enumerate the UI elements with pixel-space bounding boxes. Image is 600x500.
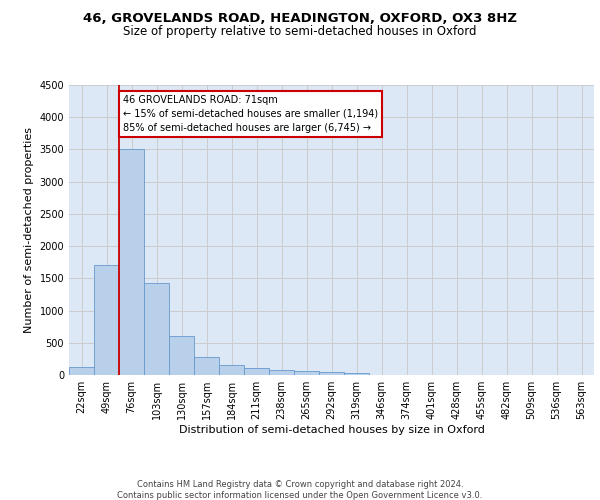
Text: Size of property relative to semi-detached houses in Oxford: Size of property relative to semi-detach…: [123, 25, 477, 38]
Bar: [219, 366, 244, 375]
Bar: [244, 368, 269, 375]
Text: 46 GROVELANDS ROAD: 71sqm
← 15% of semi-detached houses are smaller (1,194)
85% : 46 GROVELANDS ROAD: 71sqm ← 15% of semi-…: [123, 94, 378, 132]
Bar: [269, 370, 294, 375]
Bar: [319, 372, 344, 375]
Bar: [94, 266, 119, 375]
Bar: [194, 357, 219, 375]
Bar: [169, 336, 194, 375]
Bar: [144, 283, 169, 375]
Bar: [344, 373, 369, 375]
Text: Contains HM Land Registry data © Crown copyright and database right 2024.
Contai: Contains HM Land Registry data © Crown c…: [118, 480, 482, 500]
Bar: [294, 372, 319, 375]
Bar: [69, 368, 94, 375]
Y-axis label: Number of semi-detached properties: Number of semi-detached properties: [24, 127, 34, 333]
Bar: [119, 150, 144, 375]
X-axis label: Distribution of semi-detached houses by size in Oxford: Distribution of semi-detached houses by …: [179, 425, 484, 435]
Text: 46, GROVELANDS ROAD, HEADINGTON, OXFORD, OX3 8HZ: 46, GROVELANDS ROAD, HEADINGTON, OXFORD,…: [83, 12, 517, 26]
